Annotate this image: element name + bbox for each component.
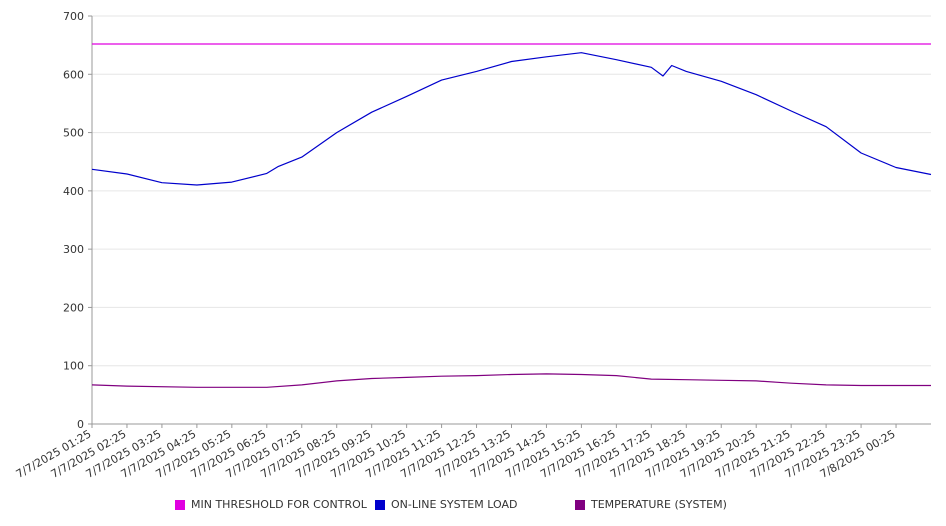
y-tick-label: 400 [63, 185, 84, 198]
legend-label-load: ON-LINE SYSTEM LOAD [391, 498, 518, 511]
legend-item-temperature: TEMPERATURE (SYSTEM) [575, 498, 727, 511]
legend-item-load: ON-LINE SYSTEM LOAD [375, 498, 517, 511]
legend-swatch-load [375, 499, 385, 510]
temperature-line [91, 373, 931, 388]
y-tick-label: 500 [63, 127, 84, 140]
y-tick-label: 700 [63, 10, 84, 23]
legend-swatch-temperature [575, 499, 585, 510]
y-tick-label: 0 [77, 418, 84, 431]
y-tick-label: 600 [63, 68, 84, 81]
legend-label-temperature: TEMPERATURE (SYSTEM) [591, 498, 727, 511]
y-axis: 0 100 200 300 400 500 600 700 [63, 10, 93, 431]
legend-swatch-threshold [175, 499, 185, 510]
legend: MIN THRESHOLD FOR CONTROL ON-LINE SYSTEM… [0, 498, 946, 514]
system-load-line [91, 52, 932, 186]
y-tick-label: 100 [63, 360, 84, 373]
y-tick-label: 300 [63, 243, 84, 256]
legend-label-threshold: MIN THRESHOLD FOR CONTROL [191, 498, 367, 511]
line-chart: 0 100 200 300 400 500 600 700 7/7/2025 01:257/7… [14, 10, 932, 481]
series-lines [91, 43, 932, 388]
x-axis: 7/7/2025 01:257/7/2025 02:257/7/2025 03:… [14, 423, 931, 481]
y-tick-label: 200 [63, 301, 84, 314]
legend-item-threshold: MIN THRESHOLD FOR CONTROL [175, 498, 367, 511]
grid-lines [92, 15, 931, 425]
